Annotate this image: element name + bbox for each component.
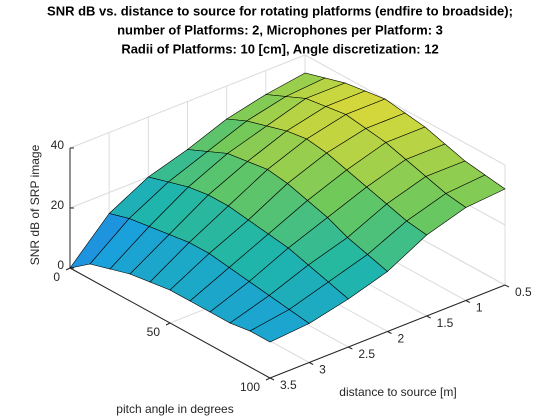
tick-mark [269,377,275,381]
tick-mark [265,377,271,381]
x-axis-label: pitch angle in degrees [116,402,233,416]
chart-title: number of Platforms: 2, Microphones per … [117,22,443,37]
tick-mark [165,322,171,326]
z-tick-label: 0 [57,258,64,272]
y-tick-label: 0.5 [515,285,532,299]
y-tick-label: 3.5 [280,378,297,392]
x-tick-label: 50 [147,325,161,339]
grid-line [304,54,506,166]
y-tick-label: 2.5 [358,347,375,361]
y-axis-label: distance to source [m] [339,385,456,399]
tick-mark [504,284,510,288]
chart-title: SNR dB vs. distance to source for rotati… [47,3,513,18]
tick-mark [308,362,314,365]
y-tick-label: 2 [398,332,405,346]
x-tick-label: 0 [53,270,60,284]
y-tick-label: 1 [476,301,483,315]
tick-mark [65,267,71,271]
z-tick-label: 40 [51,138,65,152]
surface-patch [249,309,310,343]
grid-line [69,54,306,149]
chart-title: Radii of Platforms: 10 [cm], Angle discr… [121,41,438,56]
tick-mark [387,331,392,334]
tick-mark [426,315,431,319]
y-tick-label: 3 [319,363,326,377]
tick-mark [348,346,353,350]
x-tick-label: 100 [240,380,260,394]
z-tick-label: 20 [51,198,65,212]
y-tick-label: 1.5 [437,316,454,330]
tick-mark [465,300,471,303]
z-axis-label: SNR dB of SRP image [28,144,42,265]
